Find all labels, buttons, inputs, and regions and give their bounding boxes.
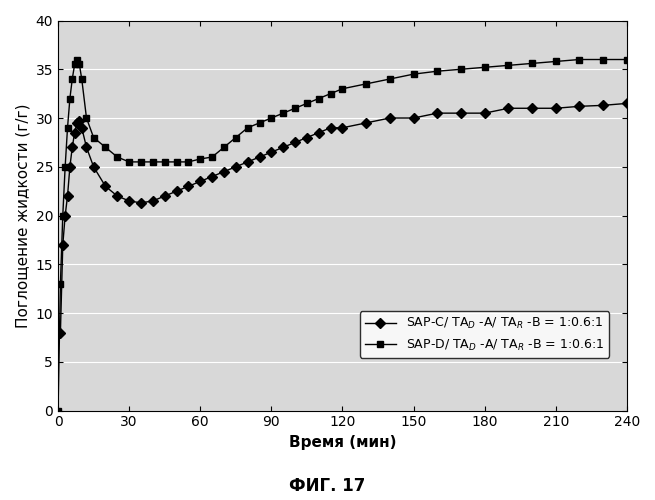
Line: SAP-C/ TA$_D$ -A/ TA$_R$ -B = 1:0.6:1: SAP-C/ TA$_D$ -A/ TA$_R$ -B = 1:0.6:1 [57, 100, 630, 336]
SAP-D/ TA$_D$ -A/ TA$_R$ -B = 1:0.6:1 [434, 68, 441, 74]
SAP-C/ TA$_D$ -A/ TA$_R$ -B = 1:0.6:1 [409, 115, 417, 121]
SAP-D/ TA$_D$ -A/ TA$_R$ -B = 1:0.6:1 [102, 144, 109, 150]
SAP-C/ TA$_D$ -A/ TA$_R$ -B = 1:0.6:1 [185, 184, 193, 190]
SAP-C/ TA$_D$ -A/ TA$_R$ -B = 1:0.6:1 [457, 110, 465, 116]
SAP-D/ TA$_D$ -A/ TA$_R$ -B = 1:0.6:1 [623, 56, 631, 62]
SAP-D/ TA$_D$ -A/ TA$_R$ -B = 1:0.6:1 [160, 159, 168, 165]
SAP-D/ TA$_D$ -A/ TA$_R$ -B = 1:0.6:1 [599, 56, 607, 62]
SAP-D/ TA$_D$ -A/ TA$_R$ -B = 1:0.6:1 [303, 100, 311, 106]
SAP-D/ TA$_D$ -A/ TA$_R$ -B = 1:0.6:1 [196, 156, 204, 162]
Line: SAP-D/ TA$_D$ -A/ TA$_R$ -B = 1:0.6:1: SAP-D/ TA$_D$ -A/ TA$_R$ -B = 1:0.6:1 [54, 56, 630, 414]
SAP-D/ TA$_D$ -A/ TA$_R$ -B = 1:0.6:1 [409, 71, 417, 77]
SAP-C/ TA$_D$ -A/ TA$_R$ -B = 1:0.6:1 [56, 330, 64, 336]
SAP-C/ TA$_D$ -A/ TA$_R$ -B = 1:0.6:1 [552, 106, 560, 112]
SAP-C/ TA$_D$ -A/ TA$_R$ -B = 1:0.6:1 [327, 125, 335, 131]
SAP-D/ TA$_D$ -A/ TA$_R$ -B = 1:0.6:1 [173, 159, 181, 165]
Legend: SAP-C/ TA$_D$ -A/ TA$_R$ -B = 1:0.6:1, SAP-D/ TA$_D$ -A/ TA$_R$ -B = 1:0.6:1: SAP-C/ TA$_D$ -A/ TA$_R$ -B = 1:0.6:1, S… [360, 311, 609, 358]
SAP-D/ TA$_D$ -A/ TA$_R$ -B = 1:0.6:1 [75, 62, 83, 68]
SAP-D/ TA$_D$ -A/ TA$_R$ -B = 1:0.6:1 [137, 159, 145, 165]
SAP-D/ TA$_D$ -A/ TA$_R$ -B = 1:0.6:1 [552, 58, 560, 64]
SAP-D/ TA$_D$ -A/ TA$_R$ -B = 1:0.6:1 [528, 60, 536, 66]
SAP-D/ TA$_D$ -A/ TA$_R$ -B = 1:0.6:1 [185, 159, 193, 165]
SAP-C/ TA$_D$ -A/ TA$_R$ -B = 1:0.6:1 [255, 154, 263, 160]
SAP-C/ TA$_D$ -A/ TA$_R$ -B = 1:0.6:1 [504, 106, 512, 112]
SAP-C/ TA$_D$ -A/ TA$_R$ -B = 1:0.6:1 [232, 164, 240, 170]
SAP-C/ TA$_D$ -A/ TA$_R$ -B = 1:0.6:1 [75, 118, 83, 124]
SAP-D/ TA$_D$ -A/ TA$_R$ -B = 1:0.6:1 [244, 125, 252, 131]
SAP-C/ TA$_D$ -A/ TA$_R$ -B = 1:0.6:1 [173, 188, 181, 194]
X-axis label: Время (мин): Время (мин) [289, 435, 396, 450]
SAP-D/ TA$_D$ -A/ TA$_R$ -B = 1:0.6:1 [113, 154, 121, 160]
SAP-C/ TA$_D$ -A/ TA$_R$ -B = 1:0.6:1 [434, 110, 441, 116]
SAP-C/ TA$_D$ -A/ TA$_R$ -B = 1:0.6:1 [149, 198, 157, 204]
SAP-D/ TA$_D$ -A/ TA$_R$ -B = 1:0.6:1 [291, 106, 299, 112]
SAP-C/ TA$_D$ -A/ TA$_R$ -B = 1:0.6:1 [64, 193, 71, 199]
SAP-C/ TA$_D$ -A/ TA$_R$ -B = 1:0.6:1 [291, 140, 299, 145]
SAP-D/ TA$_D$ -A/ TA$_R$ -B = 1:0.6:1 [149, 159, 157, 165]
SAP-D/ TA$_D$ -A/ TA$_R$ -B = 1:0.6:1 [339, 86, 346, 92]
SAP-C/ TA$_D$ -A/ TA$_R$ -B = 1:0.6:1 [362, 120, 370, 126]
Y-axis label: Поглощение жидкости (г/г): Поглощение жидкости (г/г) [15, 104, 30, 328]
SAP-C/ TA$_D$ -A/ TA$_R$ -B = 1:0.6:1 [576, 104, 584, 110]
SAP-D/ TA$_D$ -A/ TA$_R$ -B = 1:0.6:1 [362, 81, 370, 87]
SAP-C/ TA$_D$ -A/ TA$_R$ -B = 1:0.6:1 [113, 193, 121, 199]
SAP-C/ TA$_D$ -A/ TA$_R$ -B = 1:0.6:1 [208, 174, 216, 180]
SAP-C/ TA$_D$ -A/ TA$_R$ -B = 1:0.6:1 [71, 130, 79, 136]
SAP-C/ TA$_D$ -A/ TA$_R$ -B = 1:0.6:1 [279, 144, 287, 150]
SAP-D/ TA$_D$ -A/ TA$_R$ -B = 1:0.6:1 [208, 154, 216, 160]
SAP-D/ TA$_D$ -A/ TA$_R$ -B = 1:0.6:1 [267, 115, 275, 121]
SAP-D/ TA$_D$ -A/ TA$_R$ -B = 1:0.6:1 [279, 110, 287, 116]
SAP-D/ TA$_D$ -A/ TA$_R$ -B = 1:0.6:1 [78, 76, 86, 82]
SAP-D/ TA$_D$ -A/ TA$_R$ -B = 1:0.6:1 [481, 64, 489, 70]
SAP-C/ TA$_D$ -A/ TA$_R$ -B = 1:0.6:1 [339, 125, 346, 131]
SAP-C/ TA$_D$ -A/ TA$_R$ -B = 1:0.6:1 [73, 120, 81, 126]
SAP-D/ TA$_D$ -A/ TA$_R$ -B = 1:0.6:1 [71, 62, 79, 68]
SAP-C/ TA$_D$ -A/ TA$_R$ -B = 1:0.6:1 [303, 134, 311, 140]
SAP-C/ TA$_D$ -A/ TA$_R$ -B = 1:0.6:1 [102, 184, 109, 190]
SAP-C/ TA$_D$ -A/ TA$_R$ -B = 1:0.6:1 [386, 115, 394, 121]
SAP-D/ TA$_D$ -A/ TA$_R$ -B = 1:0.6:1 [315, 96, 323, 102]
SAP-D/ TA$_D$ -A/ TA$_R$ -B = 1:0.6:1 [73, 56, 81, 62]
SAP-C/ TA$_D$ -A/ TA$_R$ -B = 1:0.6:1 [137, 200, 145, 206]
SAP-C/ TA$_D$ -A/ TA$_R$ -B = 1:0.6:1 [66, 164, 74, 170]
SAP-C/ TA$_D$ -A/ TA$_R$ -B = 1:0.6:1 [220, 168, 228, 174]
SAP-C/ TA$_D$ -A/ TA$_R$ -B = 1:0.6:1 [83, 144, 90, 150]
Text: ФИГ. 17: ФИГ. 17 [290, 477, 365, 495]
SAP-D/ TA$_D$ -A/ TA$_R$ -B = 1:0.6:1 [255, 120, 263, 126]
SAP-C/ TA$_D$ -A/ TA$_R$ -B = 1:0.6:1 [599, 102, 607, 108]
SAP-D/ TA$_D$ -A/ TA$_R$ -B = 1:0.6:1 [90, 134, 98, 140]
SAP-C/ TA$_D$ -A/ TA$_R$ -B = 1:0.6:1 [59, 242, 67, 248]
SAP-D/ TA$_D$ -A/ TA$_R$ -B = 1:0.6:1 [54, 408, 62, 414]
SAP-C/ TA$_D$ -A/ TA$_R$ -B = 1:0.6:1 [160, 193, 168, 199]
SAP-C/ TA$_D$ -A/ TA$_R$ -B = 1:0.6:1 [68, 144, 76, 150]
SAP-C/ TA$_D$ -A/ TA$_R$ -B = 1:0.6:1 [244, 159, 252, 165]
SAP-C/ TA$_D$ -A/ TA$_R$ -B = 1:0.6:1 [125, 198, 133, 204]
SAP-D/ TA$_D$ -A/ TA$_R$ -B = 1:0.6:1 [68, 76, 76, 82]
SAP-D/ TA$_D$ -A/ TA$_R$ -B = 1:0.6:1 [56, 281, 64, 287]
SAP-D/ TA$_D$ -A/ TA$_R$ -B = 1:0.6:1 [220, 144, 228, 150]
SAP-C/ TA$_D$ -A/ TA$_R$ -B = 1:0.6:1 [481, 110, 489, 116]
SAP-D/ TA$_D$ -A/ TA$_R$ -B = 1:0.6:1 [61, 164, 69, 170]
SAP-D/ TA$_D$ -A/ TA$_R$ -B = 1:0.6:1 [327, 90, 335, 96]
SAP-D/ TA$_D$ -A/ TA$_R$ -B = 1:0.6:1 [457, 66, 465, 72]
SAP-D/ TA$_D$ -A/ TA$_R$ -B = 1:0.6:1 [64, 125, 71, 131]
SAP-C/ TA$_D$ -A/ TA$_R$ -B = 1:0.6:1 [623, 100, 631, 106]
SAP-D/ TA$_D$ -A/ TA$_R$ -B = 1:0.6:1 [125, 159, 133, 165]
SAP-D/ TA$_D$ -A/ TA$_R$ -B = 1:0.6:1 [386, 76, 394, 82]
SAP-C/ TA$_D$ -A/ TA$_R$ -B = 1:0.6:1 [528, 106, 536, 112]
SAP-C/ TA$_D$ -A/ TA$_R$ -B = 1:0.6:1 [267, 149, 275, 155]
SAP-D/ TA$_D$ -A/ TA$_R$ -B = 1:0.6:1 [59, 212, 67, 218]
SAP-C/ TA$_D$ -A/ TA$_R$ -B = 1:0.6:1 [315, 130, 323, 136]
SAP-C/ TA$_D$ -A/ TA$_R$ -B = 1:0.6:1 [61, 212, 69, 218]
SAP-D/ TA$_D$ -A/ TA$_R$ -B = 1:0.6:1 [232, 134, 240, 140]
SAP-D/ TA$_D$ -A/ TA$_R$ -B = 1:0.6:1 [66, 96, 74, 102]
SAP-C/ TA$_D$ -A/ TA$_R$ -B = 1:0.6:1 [196, 178, 204, 184]
SAP-D/ TA$_D$ -A/ TA$_R$ -B = 1:0.6:1 [576, 56, 584, 62]
SAP-C/ TA$_D$ -A/ TA$_R$ -B = 1:0.6:1 [78, 125, 86, 131]
SAP-C/ TA$_D$ -A/ TA$_R$ -B = 1:0.6:1 [90, 164, 98, 170]
SAP-D/ TA$_D$ -A/ TA$_R$ -B = 1:0.6:1 [83, 115, 90, 121]
SAP-D/ TA$_D$ -A/ TA$_R$ -B = 1:0.6:1 [504, 62, 512, 68]
